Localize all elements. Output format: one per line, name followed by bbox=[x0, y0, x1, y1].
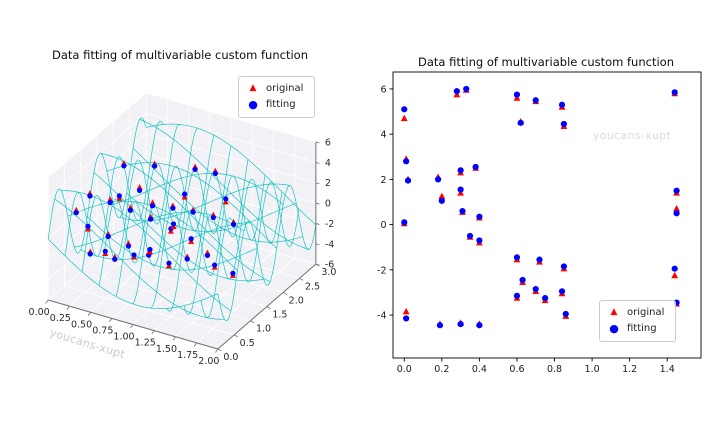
triangle-marker-icon: ▲ bbox=[249, 83, 257, 93]
left-plot-title: Data fitting of multivariable custom fun… bbox=[52, 48, 308, 62]
legend-item-original: ▲ original bbox=[608, 305, 665, 320]
triangle-marker-icon: ▲ bbox=[610, 307, 618, 317]
watermark-right: youcans-xupt bbox=[593, 129, 672, 142]
legend-item-fitting: ● fitting bbox=[247, 97, 303, 112]
scatter-2d-chart-canvas bbox=[360, 0, 720, 432]
wireframe-3d-chart-canvas bbox=[0, 0, 360, 432]
left-3d-plot-panel: Data fitting of multivariable custom fun… bbox=[0, 0, 360, 432]
legend-label-fitting: fitting bbox=[627, 323, 657, 334]
legend-item-original: ▲ original bbox=[247, 81, 304, 96]
circle-marker-icon: ● bbox=[248, 98, 258, 111]
legend-item-fitting: ● fitting bbox=[608, 321, 664, 336]
circle-marker-icon: ● bbox=[609, 322, 619, 335]
right-plot-title: Data fitting of multivariable custom fun… bbox=[418, 55, 674, 69]
legend-label-original: original bbox=[627, 307, 665, 318]
right-2d-plot-panel: Data fitting of multivariable custom fun… bbox=[360, 0, 720, 432]
legend-label-original: original bbox=[266, 83, 304, 94]
legend-label-fitting: fitting bbox=[266, 99, 296, 110]
left-legend: ▲ original ● fitting bbox=[238, 76, 316, 118]
right-legend: ▲ original ● fitting bbox=[599, 300, 677, 342]
